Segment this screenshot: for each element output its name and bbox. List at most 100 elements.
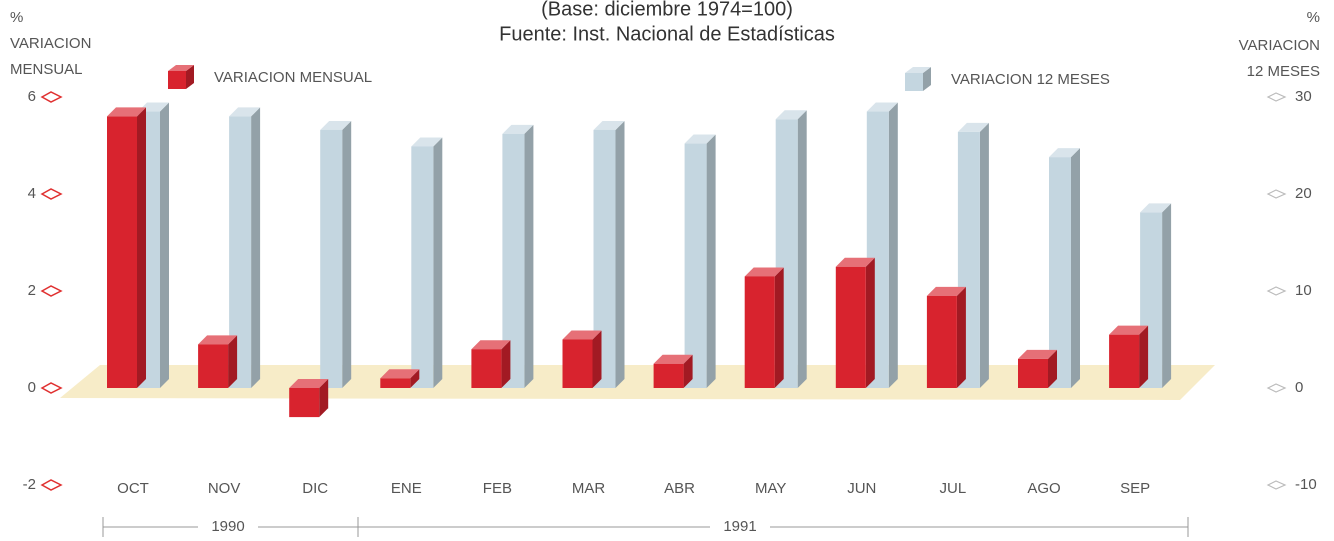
bar-side (1139, 325, 1149, 388)
subtitle: (Base: diciembre 1974=100) (541, 0, 793, 20)
bar-side (774, 267, 784, 388)
bar-top (1140, 203, 1172, 213)
y2-axis-label: 12 MESES (1247, 63, 1320, 80)
x-tick-label: MAR (572, 480, 606, 497)
bar-top (775, 110, 807, 120)
tick-mark (1266, 383, 1287, 393)
bar-top (562, 330, 602, 340)
legend-label: VARIACION MENSUAL (214, 69, 372, 86)
bar (289, 388, 320, 418)
bar-top (380, 369, 420, 379)
bar-side (797, 110, 807, 388)
bar (471, 349, 502, 388)
bar (380, 378, 411, 388)
legend-top (168, 65, 194, 71)
y-axis-label: % (10, 9, 23, 26)
y-tick-label: -2 (23, 476, 36, 493)
legend-swatch (905, 73, 923, 91)
bar-top (289, 379, 329, 388)
bar-side (615, 120, 625, 388)
bar-side (228, 335, 238, 388)
x-tick-label: SEP (1120, 480, 1150, 497)
bar-side (956, 286, 966, 388)
bar-side (865, 257, 875, 388)
bar-side (1162, 203, 1172, 388)
bar-side (888, 102, 898, 389)
bar-top (502, 124, 534, 134)
bar-side (501, 340, 511, 388)
bar-side (433, 137, 443, 388)
tick-mark (1266, 480, 1287, 490)
bar-side (1071, 148, 1080, 388)
bar-side (410, 369, 420, 388)
bar-top (835, 257, 875, 267)
bar (229, 116, 252, 389)
x-tick-label: AGO (1027, 480, 1060, 497)
bar-top (107, 107, 146, 117)
y-tick-label: 4 (28, 185, 36, 202)
x-tick-label: NOV (208, 480, 241, 497)
period-label: 1991 (723, 518, 756, 535)
tick-mark (1266, 92, 1287, 102)
x-tick-label: FEB (483, 480, 512, 497)
bar-side (160, 102, 169, 389)
bar-side (137, 107, 146, 389)
x-tick-label: JUN (847, 480, 876, 497)
y2-axis-label: % (1307, 9, 1320, 26)
tick-mark (1266, 286, 1287, 296)
x-tick-label: OCT (117, 480, 149, 497)
bar-side (524, 124, 534, 389)
tick-mark (40, 91, 63, 103)
bar (593, 129, 616, 389)
bar-side (1048, 349, 1057, 388)
bar-top (198, 335, 238, 345)
bar-top (866, 102, 898, 112)
x-tick-label: JUL (940, 480, 967, 497)
bar (926, 295, 957, 388)
bar (198, 344, 229, 388)
period-label: 1990 (211, 518, 244, 535)
y2-tick-label: 20 (1295, 185, 1312, 202)
y-tick-label: 2 (28, 282, 36, 299)
x-tick-label: MAY (755, 480, 786, 497)
bar-top (1049, 148, 1080, 158)
bar-top (229, 107, 261, 117)
bar-side (706, 134, 716, 388)
subtitle: Fuente: Inst. Nacional de Estadísticas (499, 23, 835, 45)
bar-top (411, 137, 443, 147)
y2-tick-label: 30 (1295, 88, 1312, 105)
bar-top (926, 286, 966, 296)
bar-top (1018, 349, 1057, 359)
bar-top (684, 134, 716, 144)
y2-tick-label: 0 (1295, 379, 1303, 396)
x-tick-label: DIC (302, 480, 328, 497)
legend-swatch (168, 71, 186, 89)
bar (107, 116, 137, 389)
bar (562, 339, 593, 388)
bar-top (744, 267, 784, 277)
bar (502, 133, 525, 388)
bar (411, 146, 434, 388)
bar-side (319, 379, 329, 418)
bar (744, 276, 775, 388)
y-axis-label: VARIACION (10, 35, 91, 52)
bar (1049, 157, 1071, 388)
bar (835, 266, 866, 388)
bar-side (592, 330, 602, 388)
y2-tick-label: -10 (1295, 476, 1317, 493)
tick-mark (40, 285, 63, 297)
legend-top (905, 67, 931, 73)
bar (1109, 334, 1140, 388)
bar-top (1109, 325, 1149, 335)
tick-mark (40, 382, 63, 394)
tick-mark (40, 479, 63, 491)
x-tick-label: ENE (391, 480, 422, 497)
bar (1018, 358, 1048, 388)
legend-side (923, 67, 931, 91)
bar-side (979, 122, 989, 389)
bar-top (653, 354, 693, 364)
legend-side (186, 65, 194, 89)
tick-mark (40, 188, 63, 200)
bar-top (957, 122, 989, 132)
